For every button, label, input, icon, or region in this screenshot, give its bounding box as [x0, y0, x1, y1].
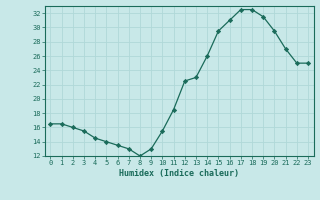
X-axis label: Humidex (Indice chaleur): Humidex (Indice chaleur): [119, 169, 239, 178]
